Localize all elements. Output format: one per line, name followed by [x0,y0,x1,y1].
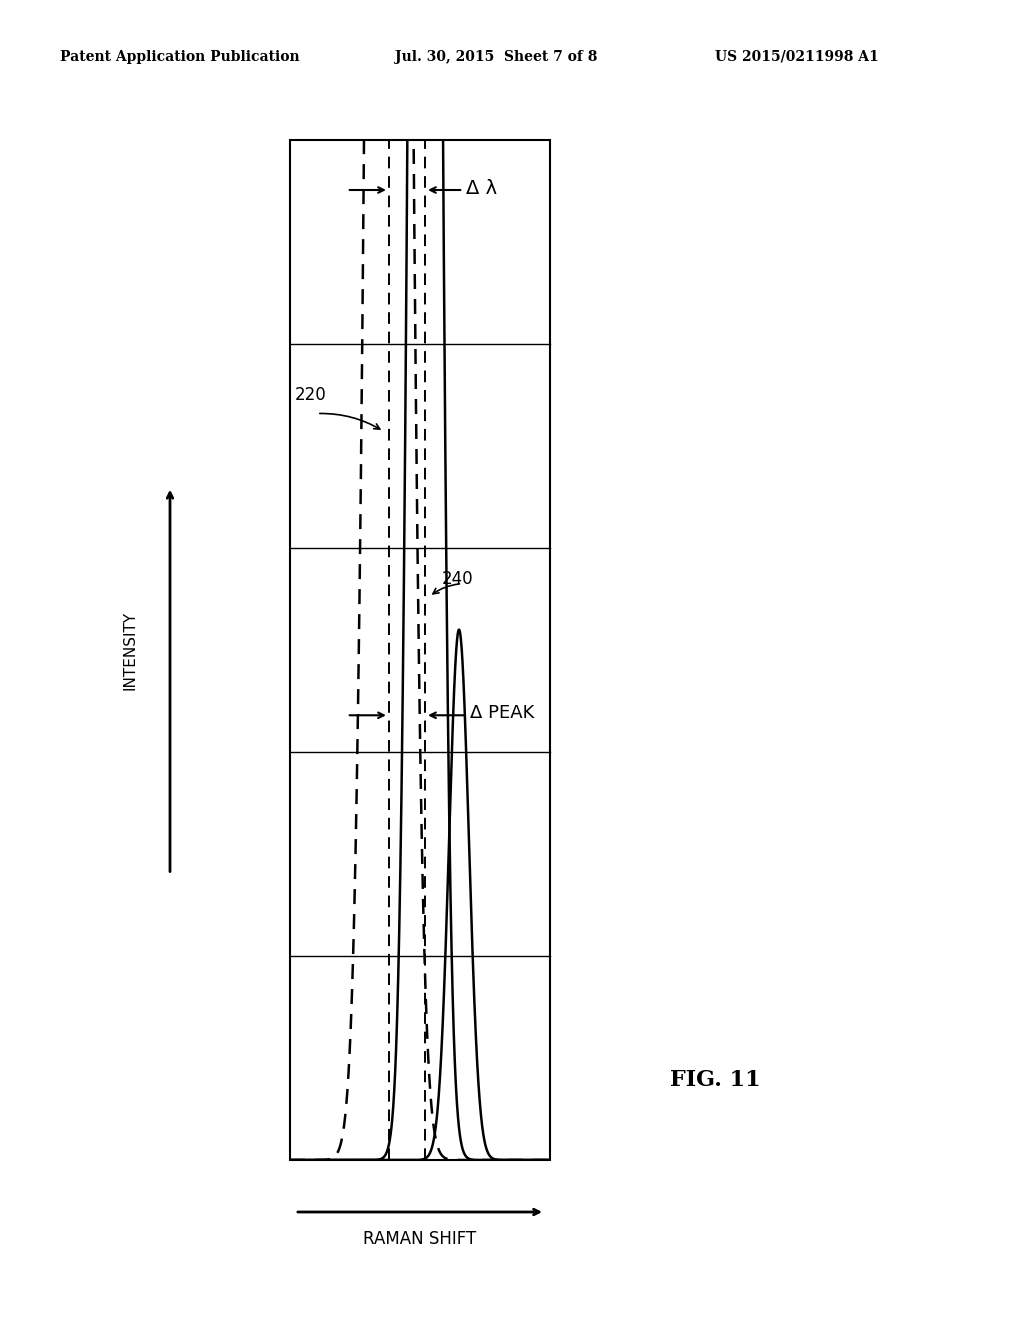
Text: 240: 240 [442,570,474,587]
Text: RAMAN SHIFT: RAMAN SHIFT [364,1230,476,1247]
Text: Δ λ: Δ λ [466,178,498,198]
Bar [290,140,550,1160]
Text: US 2015/0211998 A1: US 2015/0211998 A1 [715,50,879,63]
Text: Patent Application Publication: Patent Application Publication [60,50,300,63]
Text: Jul. 30, 2015  Sheet 7 of 8: Jul. 30, 2015 Sheet 7 of 8 [395,50,597,63]
Text: INTENSITY: INTENSITY [123,610,137,689]
Text: Δ PEAK: Δ PEAK [470,705,535,722]
Text: 220: 220 [295,385,327,404]
Text: FIG. 11: FIG. 11 [670,1069,761,1092]
